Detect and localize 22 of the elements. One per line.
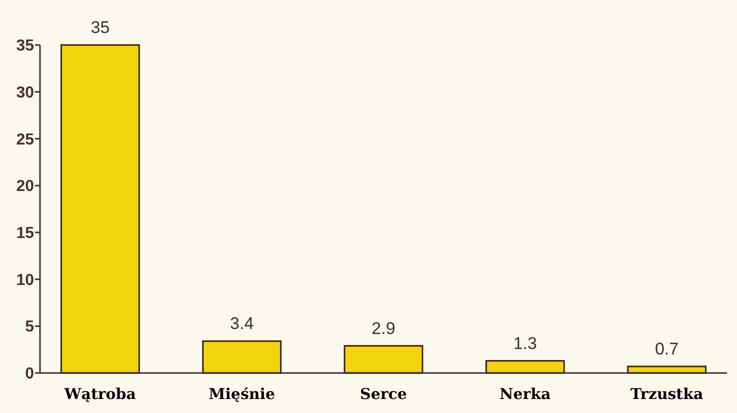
bar <box>202 340 282 374</box>
bar <box>344 345 424 374</box>
data-label: 1.3 <box>513 334 537 353</box>
y-tick-label: 35 <box>16 38 34 55</box>
y-tick-label: 20 <box>16 178 34 196</box>
y-tick-label: 10 <box>16 272 34 289</box>
y-tick-label: 0 <box>25 366 34 383</box>
x-tick-label: Trzustka <box>630 385 704 403</box>
x-tick-label: Wątroba <box>63 385 136 403</box>
data-label: 0.7 <box>654 339 679 358</box>
x-tick-label: Nerka <box>500 385 552 403</box>
bar <box>485 360 565 374</box>
data-label: 3.4 <box>230 314 254 334</box>
data-label: 2.9 <box>372 318 396 338</box>
y-tick-label: 15 <box>16 225 34 242</box>
data-label: 35 <box>90 18 110 37</box>
y-tick-label: 25 <box>16 131 34 148</box>
x-tick-label: Serce <box>360 385 407 403</box>
y-tick-label: 30 <box>16 84 34 102</box>
y-tick-label: 5 <box>25 318 34 336</box>
x-tick-label: Mięśnie <box>208 385 276 403</box>
bar <box>60 44 140 374</box>
